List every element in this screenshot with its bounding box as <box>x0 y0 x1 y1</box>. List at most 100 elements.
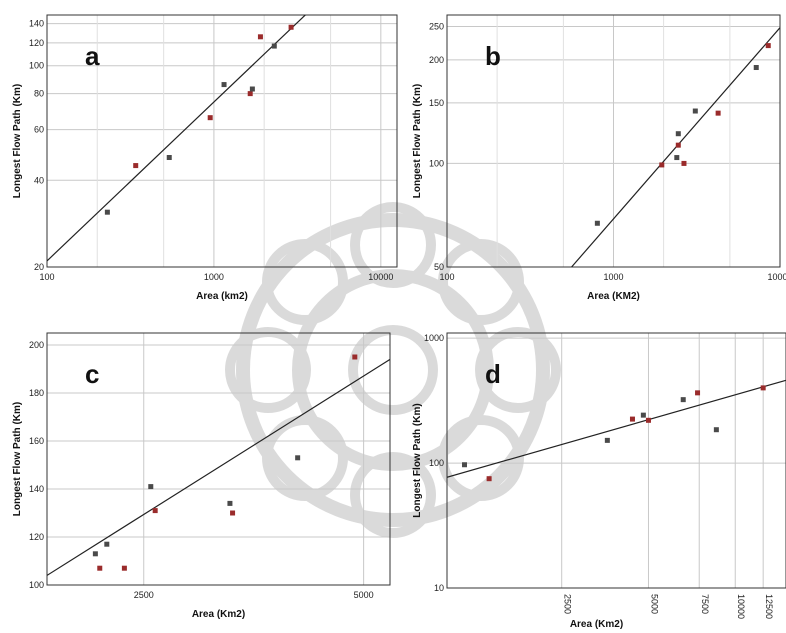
data-point <box>680 397 686 403</box>
data-point <box>645 417 651 423</box>
data-point <box>230 510 236 516</box>
data-point <box>104 209 110 215</box>
panel-letter: a <box>85 41 100 71</box>
watermark-emblem <box>225 202 561 538</box>
data-point <box>121 565 127 571</box>
panel-a: 100 1000 10000 20 40 60 80 100 120 140 Area (km2) L… <box>12 14 398 302</box>
y-tick-label: 120 <box>29 532 44 542</box>
data-point <box>249 86 255 92</box>
plot-frame <box>446 14 781 268</box>
data-point <box>640 412 646 418</box>
data-point <box>247 91 253 97</box>
x-tick-label: 10000 <box>368 272 393 282</box>
y-tick-label: 1000 <box>424 333 444 343</box>
y-tick-label: 200 <box>29 340 44 350</box>
data-point <box>715 110 721 116</box>
plot-frame <box>46 14 398 268</box>
regression-line <box>447 379 786 478</box>
x-tick-label: 5000 <box>354 590 374 600</box>
y-tick-label: 60 <box>34 125 44 135</box>
panel-letter: d <box>485 359 501 389</box>
y-axis-label: Longest Flow Path (Km) <box>412 403 423 517</box>
grid-lines <box>447 15 780 267</box>
y-tick-label: 150 <box>429 98 444 108</box>
data-point <box>604 437 610 443</box>
data-point <box>104 541 110 547</box>
x-tick-label: 1000 <box>603 272 623 282</box>
x-tick-label: 10000 <box>736 594 746 619</box>
y-axis-label: Longest Flow Path (Km) <box>412 84 423 198</box>
data-point <box>352 354 358 360</box>
data-point <box>461 462 467 468</box>
data-point <box>166 155 172 161</box>
y-tick-label: 140 <box>29 484 44 494</box>
data-point <box>295 455 301 461</box>
y-tick-label: 80 <box>34 89 44 99</box>
data-point <box>486 476 492 482</box>
x-axis-label: Area (KM2) <box>587 291 640 302</box>
data-point <box>629 416 635 422</box>
data-point <box>271 43 277 49</box>
x-tick-label: 7500 <box>700 594 710 614</box>
x-tick-label: 10000 <box>767 272 786 282</box>
y-tick-label: 160 <box>29 436 44 446</box>
data-point <box>675 131 681 137</box>
data-point <box>227 500 233 506</box>
y-tick-label: 40 <box>34 175 44 185</box>
x-tick-label: 12500 <box>764 594 774 619</box>
data-point <box>753 65 759 71</box>
data-point <box>92 551 98 557</box>
x-axis-label: Area (Km2) <box>570 619 623 630</box>
grid-lines <box>47 333 390 585</box>
y-tick-label: 120 <box>29 38 44 48</box>
y-tick-label: 180 <box>29 388 44 398</box>
data-point <box>257 34 263 40</box>
y-tick-label: 20 <box>34 262 44 272</box>
y-tick-label: 100 <box>29 61 44 71</box>
data-point <box>97 565 103 571</box>
y-tick-label: 10 <box>434 583 444 593</box>
x-axis-label: Area (Km2) <box>192 609 245 620</box>
plot-frame <box>46 332 391 586</box>
data-point <box>152 508 158 514</box>
y-axis-label: Longest Flow Path (Km) <box>12 84 23 198</box>
data-point <box>692 108 698 114</box>
regression-line <box>47 358 390 576</box>
data-point <box>760 385 766 391</box>
x-axis-label: Area (km2) <box>196 291 248 302</box>
data-point <box>765 43 771 49</box>
x-tick-label: 1000 <box>204 272 224 282</box>
x-tick-label: 100 <box>439 272 454 282</box>
data-point <box>674 155 680 161</box>
y-tick-label: 200 <box>429 55 444 65</box>
data-point <box>713 427 719 433</box>
data-point <box>288 24 294 30</box>
regression-line <box>571 27 780 267</box>
panel-c: 2500 5000 100 120 140 160 180 200 Area (Km2) Long… <box>12 332 391 620</box>
data-point <box>207 115 213 121</box>
x-tick-label: 100 <box>39 272 54 282</box>
y-tick-label: 140 <box>29 19 44 29</box>
data-point <box>675 142 681 148</box>
panel-b: 10010001000050100150200250Area (KM2)Long… <box>412 14 786 302</box>
panel-letter: c <box>85 359 99 389</box>
panel-letter: b <box>485 41 501 71</box>
data-point <box>695 390 701 396</box>
y-tick-label: 100 <box>29 580 44 590</box>
regression-line <box>47 15 307 262</box>
y-tick-label: 100 <box>429 458 444 468</box>
data-point <box>594 220 600 226</box>
data-point <box>659 162 665 168</box>
grid-lines <box>447 333 786 588</box>
y-tick-label: 100 <box>429 158 444 168</box>
panel-d: 250050007500100001250015000101001000Area… <box>412 332 786 630</box>
y-tick-label: 50 <box>434 262 444 272</box>
plot-frame <box>446 332 786 589</box>
x-tick-label: 2500 <box>134 590 154 600</box>
y-tick-label: 250 <box>429 22 444 32</box>
data-point <box>681 160 687 166</box>
data-point <box>133 163 139 169</box>
data-point <box>148 484 154 490</box>
x-tick-label: 5000 <box>649 594 659 614</box>
